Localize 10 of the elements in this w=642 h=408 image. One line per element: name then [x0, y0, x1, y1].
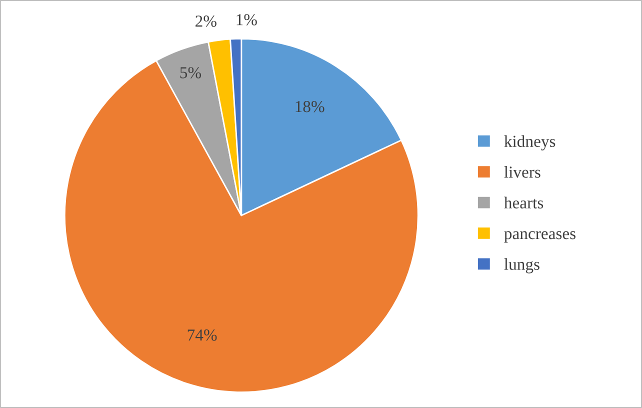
data-label: 2% — [196, 16, 216, 27]
legend-label: pancreases — [504, 231, 576, 243]
data-label: 18% — [296, 100, 324, 112]
data-label: 74% — [188, 329, 217, 341]
data-label: 5% — [180, 67, 202, 78]
legend-label: kidneys — [504, 135, 556, 150]
legend-label: livers — [504, 166, 540, 178]
data-label: 1% — [236, 14, 257, 26]
legend-label: lungs — [504, 258, 540, 274]
legend-label: hearts — [504, 196, 544, 208]
